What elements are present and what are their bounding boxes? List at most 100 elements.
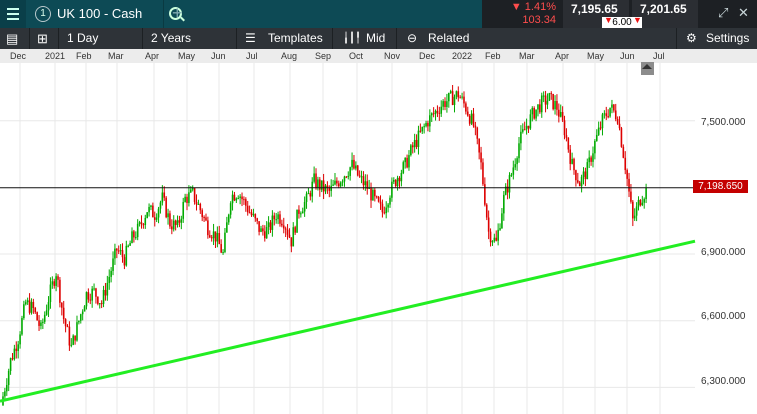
candle-body — [339, 182, 342, 187]
settings-button[interactable]: Settings — [706, 31, 750, 45]
candle-body — [169, 213, 171, 227]
candle-body — [32, 301, 35, 308]
candle-body — [171, 226, 173, 230]
time-label: Mar — [519, 51, 535, 61]
interval-select[interactable]: 1 Day — [67, 31, 99, 45]
candle-body — [180, 218, 183, 223]
candle-body — [4, 391, 6, 397]
time-label: Jul — [246, 51, 258, 61]
templates-button[interactable]: Templates — [268, 31, 323, 45]
candle-body — [197, 203, 200, 205]
candle-body — [265, 227, 268, 239]
candle-body — [256, 218, 259, 222]
price-type-select[interactable]: Mid — [366, 31, 386, 45]
candle-body — [129, 243, 131, 246]
candle-body — [529, 114, 532, 129]
candle-body — [336, 180, 338, 184]
candle-body — [508, 175, 511, 193]
add-tab-icon[interactable]: + — [172, 3, 183, 23]
candle-body — [444, 101, 446, 107]
candle-body — [478, 138, 480, 153]
candle-body — [349, 167, 351, 176]
buy-button[interactable] — [632, 0, 698, 28]
candle-body — [284, 228, 287, 230]
candle-body — [275, 219, 277, 221]
candle-body — [429, 115, 431, 127]
candle-body — [55, 276, 57, 286]
candle-body — [174, 220, 177, 225]
hamburger-menu-icon[interactable] — [0, 0, 26, 28]
candle-body — [355, 165, 357, 169]
candle-body — [226, 222, 228, 233]
candle-body — [167, 213, 169, 218]
candle-body — [81, 311, 84, 315]
candle-body — [172, 220, 175, 230]
candle-body — [404, 157, 406, 163]
candle-body — [235, 198, 238, 201]
candle-body — [146, 212, 148, 218]
candle-body — [425, 123, 427, 127]
candle-body — [448, 92, 450, 102]
candle-body — [224, 232, 226, 253]
candle-body — [595, 134, 598, 141]
related-button[interactable]: Related — [428, 31, 470, 45]
candle-body — [626, 170, 628, 179]
candle-body — [385, 207, 388, 214]
candle-body — [303, 201, 306, 212]
price-axis-label: 6,300.000 — [701, 376, 746, 387]
time-label: 2022 — [452, 51, 473, 61]
candle-body — [286, 229, 289, 235]
price-chart[interactable]: 7,500.000 6,900.000 6,600.000 6,300.000 — [0, 63, 757, 414]
candle-body — [539, 104, 541, 113]
candle-body — [26, 300, 29, 303]
spread-value: 6.00 — [602, 17, 642, 28]
candle-body — [493, 237, 496, 242]
candle-body — [93, 288, 95, 290]
candle-body — [152, 205, 154, 218]
instrument-title: UK 100 - Cash — [57, 6, 143, 21]
candle-body — [140, 222, 143, 225]
instrument-tab[interactable]: 1 UK 100 - Cash — [27, 0, 182, 28]
candle-body — [38, 320, 40, 326]
close-icon[interactable]: ✕ — [738, 5, 749, 20]
price-axis-label: 6,600.000 — [701, 311, 746, 322]
candle-body — [527, 125, 530, 129]
candle-body — [641, 202, 644, 206]
range-select[interactable]: 2 Years — [151, 31, 192, 45]
candle-body — [603, 113, 606, 115]
pin-icon[interactable] — [641, 62, 654, 75]
candle-body — [415, 139, 418, 148]
candle-body — [133, 231, 135, 238]
candle-body — [484, 184, 486, 205]
change-percent: ▼ 1.41% — [510, 1, 556, 13]
candle-body — [520, 131, 522, 144]
candle-body — [201, 210, 203, 218]
candle-body — [148, 206, 150, 213]
time-label: Feb — [485, 51, 501, 61]
candle-body — [267, 222, 270, 228]
candle-body — [567, 137, 570, 150]
candle-body — [288, 234, 291, 238]
candle-body — [43, 314, 46, 322]
candle-body — [68, 326, 71, 346]
candle-body — [531, 107, 534, 115]
candle-body — [594, 140, 596, 154]
layout-grid-icon[interactable]: ⊞ — [37, 31, 48, 46]
candle-body — [377, 196, 380, 202]
candle-body — [546, 100, 549, 105]
time-label: Mar — [108, 51, 124, 61]
candle-body — [561, 112, 564, 121]
search-icon[interactable] — [169, 7, 182, 20]
candle-body — [258, 221, 260, 232]
expand-icon[interactable]: ⤢ — [718, 5, 729, 20]
candle-body — [466, 111, 469, 116]
candle-body — [510, 174, 513, 176]
candle-body — [535, 109, 537, 119]
candle-body — [506, 186, 509, 193]
candle-body — [79, 314, 82, 321]
candle-body — [116, 248, 118, 251]
candle-body — [188, 192, 190, 203]
list-icon[interactable]: ▤ — [6, 31, 19, 46]
candle-body — [446, 101, 448, 107]
candle-body — [296, 209, 298, 233]
